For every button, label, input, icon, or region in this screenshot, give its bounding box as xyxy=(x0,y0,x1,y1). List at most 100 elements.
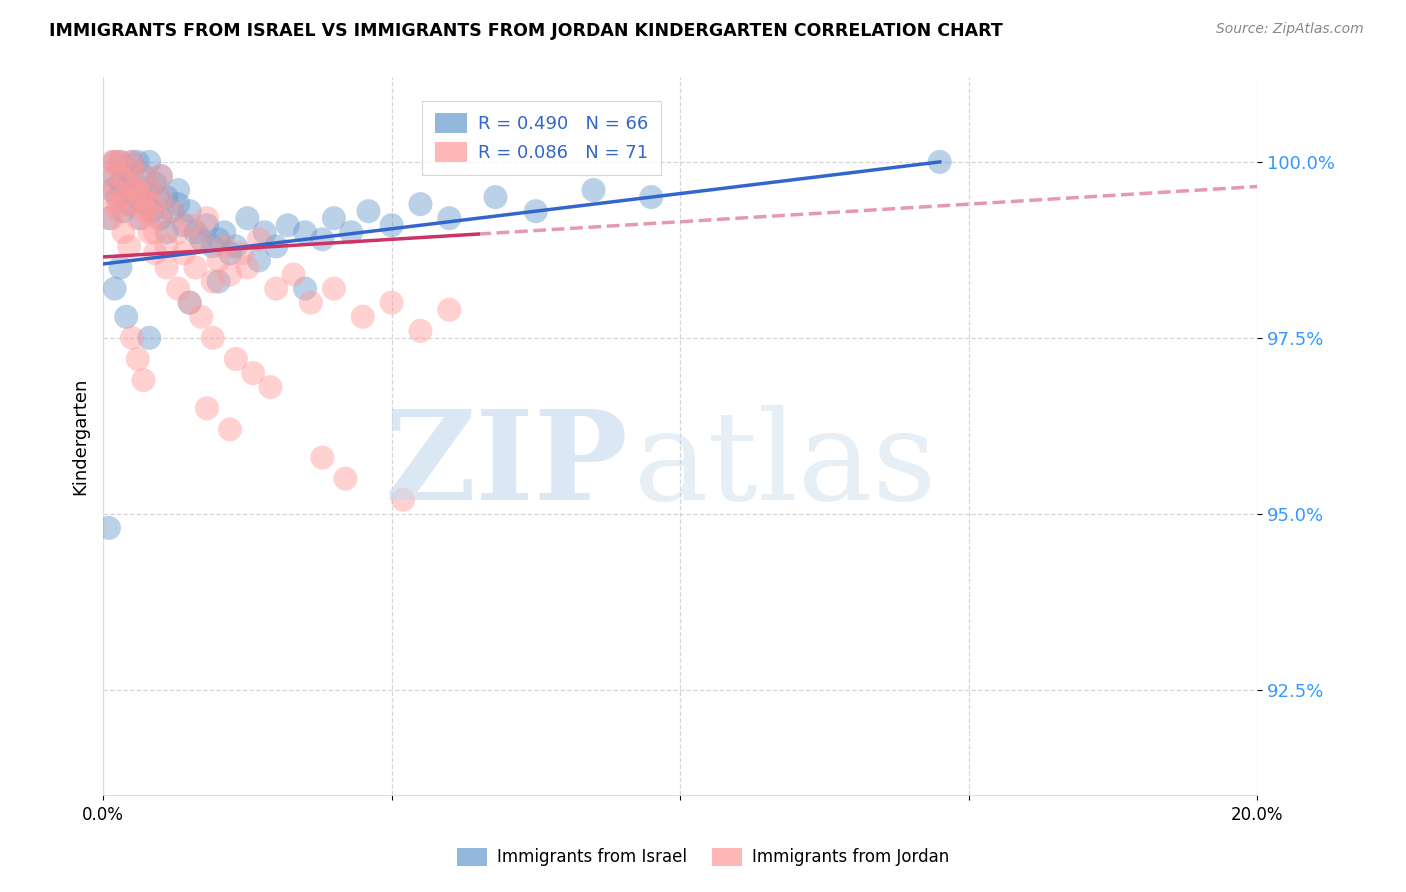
Point xyxy=(121,331,143,345)
Point xyxy=(110,169,132,183)
Point xyxy=(124,183,146,197)
Point xyxy=(118,239,141,253)
Point xyxy=(294,225,316,239)
Point xyxy=(110,260,132,275)
Point xyxy=(141,197,163,211)
Point xyxy=(101,211,124,226)
Point xyxy=(381,295,404,310)
Point xyxy=(173,246,195,260)
Point xyxy=(207,275,229,289)
Point xyxy=(94,190,117,204)
Point xyxy=(155,239,177,253)
Point xyxy=(190,232,212,246)
Point xyxy=(135,197,157,211)
Point xyxy=(167,282,190,296)
Point xyxy=(121,169,143,183)
Point xyxy=(138,331,160,345)
Point xyxy=(928,155,950,169)
Point xyxy=(524,204,547,219)
Point xyxy=(162,204,184,219)
Point xyxy=(127,155,149,169)
Point xyxy=(107,204,129,219)
Point xyxy=(439,211,461,226)
Point xyxy=(311,232,333,246)
Point xyxy=(143,225,166,239)
Point xyxy=(167,183,190,197)
Point xyxy=(190,232,212,246)
Point xyxy=(155,225,177,239)
Point xyxy=(104,282,127,296)
Point xyxy=(225,351,247,366)
Point xyxy=(104,183,127,197)
Point xyxy=(214,239,236,253)
Point xyxy=(138,183,160,197)
Point xyxy=(121,161,143,176)
Point xyxy=(392,492,415,507)
Point xyxy=(115,310,138,324)
Point xyxy=(112,190,135,204)
Point xyxy=(264,239,287,253)
Point xyxy=(104,155,127,169)
Point xyxy=(264,282,287,296)
Point xyxy=(124,183,146,197)
Text: 20.0%: 20.0% xyxy=(1230,806,1284,824)
Point xyxy=(219,422,242,436)
Point xyxy=(129,211,152,226)
Point xyxy=(155,190,177,204)
Point xyxy=(201,239,224,253)
Y-axis label: Kindergarten: Kindergarten xyxy=(72,377,89,495)
Point xyxy=(277,219,299,233)
Point xyxy=(141,204,163,219)
Point xyxy=(112,204,135,219)
Point xyxy=(247,253,270,268)
Point xyxy=(110,155,132,169)
Point xyxy=(107,190,129,204)
Point xyxy=(179,295,201,310)
Point xyxy=(207,253,229,268)
Point xyxy=(143,176,166,190)
Text: Source: ZipAtlas.com: Source: ZipAtlas.com xyxy=(1216,22,1364,37)
Point xyxy=(129,190,152,204)
Point xyxy=(409,324,432,338)
Point xyxy=(155,260,177,275)
Point xyxy=(195,211,218,226)
Point xyxy=(118,197,141,211)
Point xyxy=(97,211,120,226)
Point xyxy=(110,176,132,190)
Point xyxy=(104,155,127,169)
Point xyxy=(184,225,207,239)
Point xyxy=(146,190,169,204)
Point xyxy=(167,197,190,211)
Point xyxy=(149,190,172,204)
Point xyxy=(340,225,363,239)
Point xyxy=(115,161,138,176)
Text: atlas: atlas xyxy=(634,405,938,525)
Point xyxy=(179,219,201,233)
Point xyxy=(299,295,322,310)
Point xyxy=(132,169,155,183)
Point xyxy=(190,310,212,324)
Point xyxy=(132,169,155,183)
Point xyxy=(107,197,129,211)
Point xyxy=(484,190,506,204)
Point xyxy=(236,260,259,275)
Point xyxy=(104,169,127,183)
Point xyxy=(101,183,124,197)
Point xyxy=(195,219,218,233)
Point xyxy=(253,225,276,239)
Point xyxy=(118,197,141,211)
Point xyxy=(146,211,169,226)
Point xyxy=(173,219,195,233)
Text: IMMIGRANTS FROM ISRAEL VS IMMIGRANTS FROM JORDAN KINDERGARTEN CORRELATION CHART: IMMIGRANTS FROM ISRAEL VS IMMIGRANTS FRO… xyxy=(49,22,1002,40)
Point xyxy=(283,268,305,282)
Point xyxy=(121,155,143,169)
Point xyxy=(184,260,207,275)
Point xyxy=(121,155,143,169)
Point xyxy=(409,197,432,211)
Point xyxy=(127,183,149,197)
Point xyxy=(219,246,242,260)
Point xyxy=(127,190,149,204)
Point xyxy=(135,204,157,219)
Point xyxy=(127,351,149,366)
Point xyxy=(231,246,253,260)
